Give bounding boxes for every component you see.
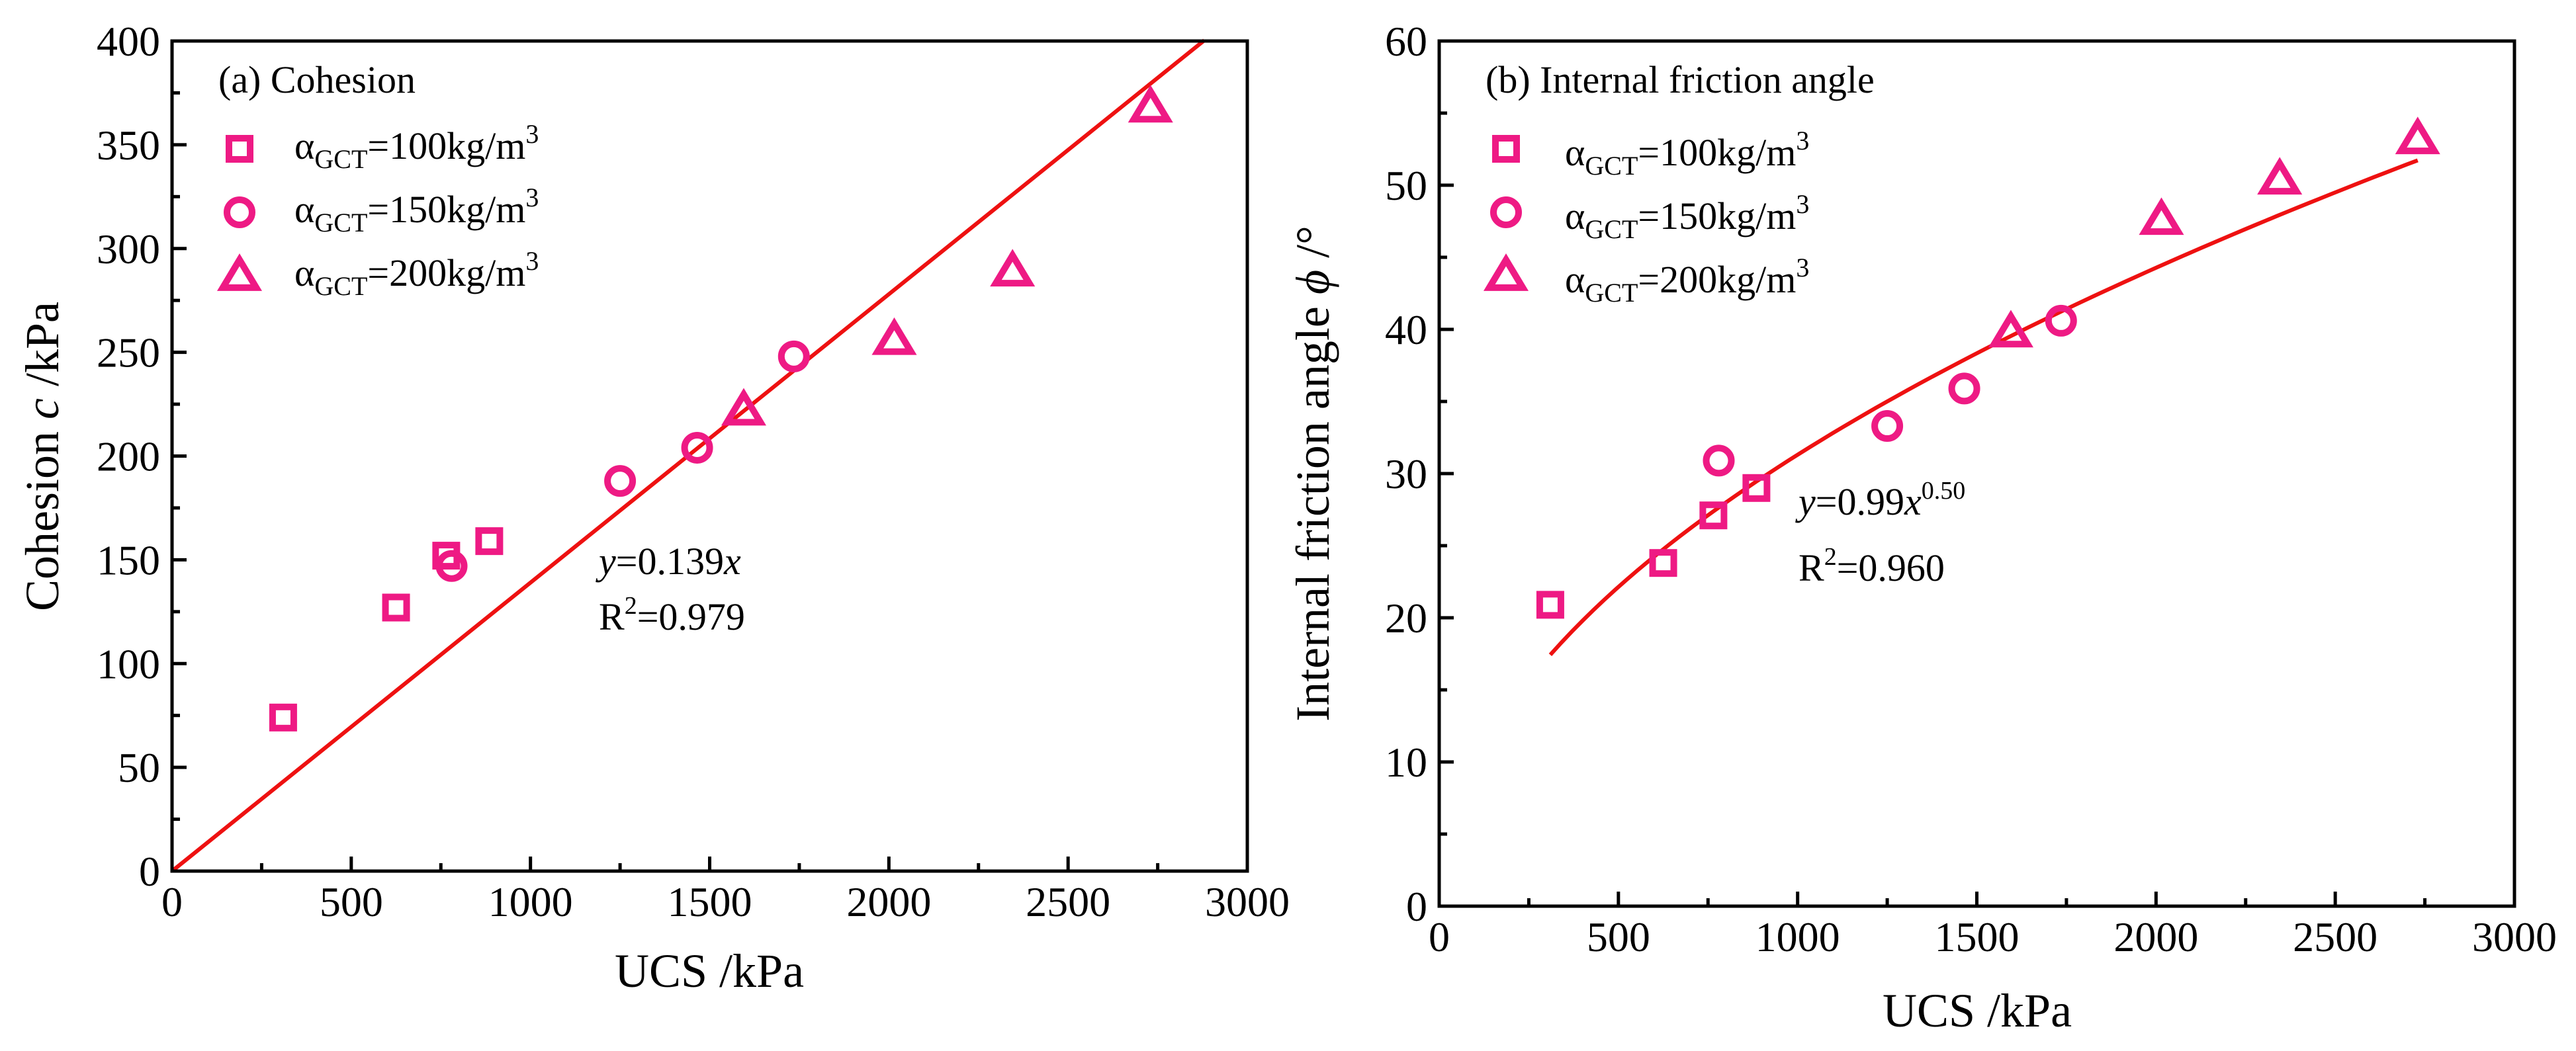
a-point-square <box>269 703 297 732</box>
b-point-triangle <box>2395 116 2440 155</box>
a-x-tick-label: 0 <box>161 878 183 925</box>
a-point-square <box>382 593 410 622</box>
b-y-tick-label: 50 <box>1385 162 1427 209</box>
b-plot-frame <box>1437 39 2516 908</box>
b-x-tick-label: 500 <box>1587 913 1650 960</box>
a-fit-r2: R2=0.979 <box>599 592 745 638</box>
b-y-tick-label: 60 <box>1385 18 1427 65</box>
a-x-tick-label: 1000 <box>488 878 573 925</box>
a-point-circle <box>435 550 468 582</box>
a-legend: αGCT=100kg/m3 αGCT=150kg/m3 αGCT=200kg/m… <box>216 119 539 301</box>
b-fit-curve <box>1548 158 2419 657</box>
b-legend-label-150: αGCT=150kg/m3 <box>1565 189 1809 244</box>
a-point-triangle <box>721 388 766 426</box>
a-fit-equation: y=0.139x <box>596 540 741 583</box>
a-point-triangle <box>1128 85 1173 123</box>
a-legend-label-100: αGCT=100kg/m3 <box>294 119 539 174</box>
b-x-tick-label: 2000 <box>2113 913 2198 960</box>
b-point-square <box>1742 474 1771 502</box>
a-panel-title: (a) Cohesion <box>218 58 416 101</box>
b-x-tick-label: 3000 <box>2472 913 2557 960</box>
b-x-tick-label: 2500 <box>2293 913 2377 960</box>
b-point-triangle <box>1988 310 2033 348</box>
b-y-tick-label: 30 <box>1385 450 1427 497</box>
a-x-tick-label: 3000 <box>1205 878 1290 925</box>
b-legend-label-200: αGCT=200kg/m3 <box>1565 253 1809 308</box>
b-axis-ticks: 0 500 1000 1500 2000 2500 3000 0 10 20 30 40 50 60 <box>1385 18 2557 960</box>
a-legend-markers <box>216 135 263 291</box>
a-y-tick-label: 150 <box>97 536 160 583</box>
a-legend-label-150: αGCT=150kg/m3 <box>294 183 539 237</box>
b-point-circle <box>1948 372 1980 405</box>
a-point-square <box>475 527 504 556</box>
a-legend-label-200: αGCT=200kg/m3 <box>294 246 539 301</box>
b-point-square <box>1699 501 1728 530</box>
b-y-tick-label: 10 <box>1385 739 1427 786</box>
a-point-circle <box>681 431 713 464</box>
b-legend: αGCT=100kg/m3 αGCT=150kg/m3 αGCT=200kg/m… <box>1483 126 1809 308</box>
b-legend-label-100: αGCT=100kg/m3 <box>1565 126 1809 181</box>
b-data-points <box>1536 116 2440 619</box>
a-y-tick-label: 300 <box>97 226 160 273</box>
b-x-tick-label: 0 <box>1429 913 1450 960</box>
a-legend-circle-icon <box>224 196 255 228</box>
b-point-square <box>1536 591 1564 619</box>
b-fit-equation: y=0.99x0.50 <box>1795 477 1965 523</box>
b-panel-title: (b) Internal friction angle <box>1486 58 1875 101</box>
b-y-axis-label: Internal friction angle ϕ /° <box>1286 226 1339 722</box>
b-x-tick-label: 1000 <box>1755 913 1840 960</box>
a-y-tick-label: 50 <box>118 744 160 791</box>
a-point-circle <box>604 465 637 497</box>
b-point-circle <box>2045 304 2077 337</box>
b-point-circle <box>1703 444 1735 477</box>
a-y-tick-label: 250 <box>97 329 160 376</box>
b-y-tick-label: 0 <box>1406 883 1427 930</box>
a-y-tick-label: 400 <box>97 18 160 65</box>
a-y-tick-label: 100 <box>97 640 160 687</box>
a-data-points <box>269 85 1173 732</box>
a-x-tick-label: 1500 <box>668 878 752 925</box>
a-point-triangle <box>871 317 917 355</box>
a-x-tick-label: 2000 <box>846 878 931 925</box>
a-y-axis-label: Cohesion c /kPa <box>16 302 69 611</box>
a-point-circle <box>777 340 810 372</box>
b-point-triangle <box>2139 197 2184 235</box>
b-y-tick-label: 20 <box>1385 595 1427 642</box>
a-x-tick-label: 500 <box>320 878 383 925</box>
a-legend-square-icon <box>226 135 253 163</box>
panel-a-cohesion: 0 500 1000 1500 2000 2500 3000 0 50 100 150 200 250 3… <box>16 18 1290 997</box>
b-x-tick-label: 1500 <box>1935 913 2020 960</box>
b-fit-r2: R2=0.960 <box>1799 543 1945 589</box>
a-plot-frame <box>170 39 1249 873</box>
a-x-axis-label: UCS /kPa <box>615 945 804 997</box>
a-legend-triangle-icon <box>216 253 263 291</box>
b-legend-circle-icon <box>1490 196 1522 228</box>
b-point-circle <box>1871 410 1904 442</box>
b-legend-markers <box>1483 135 1529 291</box>
b-x-axis-label: UCS /kPa <box>1883 984 2072 1037</box>
b-y-tick-label: 40 <box>1385 306 1427 353</box>
b-point-square <box>1649 549 1677 577</box>
a-y-tick-label: 350 <box>97 122 160 169</box>
a-x-tick-label: 2500 <box>1026 878 1110 925</box>
a-y-tick-label: 0 <box>139 848 160 895</box>
b-legend-triangle-icon <box>1483 253 1529 291</box>
a-axis-ticks: 0 500 1000 1500 2000 2500 3000 0 50 100 150 200 250 3… <box>97 18 1290 925</box>
b-point-triangle <box>2257 157 2303 195</box>
panel-b-friction-angle: 0 500 1000 1500 2000 2500 3000 0 10 20 30 40 50 60 (b… <box>1286 18 2557 1037</box>
a-point-triangle <box>990 249 1036 287</box>
a-y-tick-label: 200 <box>97 433 160 480</box>
b-legend-square-icon <box>1492 135 1520 163</box>
